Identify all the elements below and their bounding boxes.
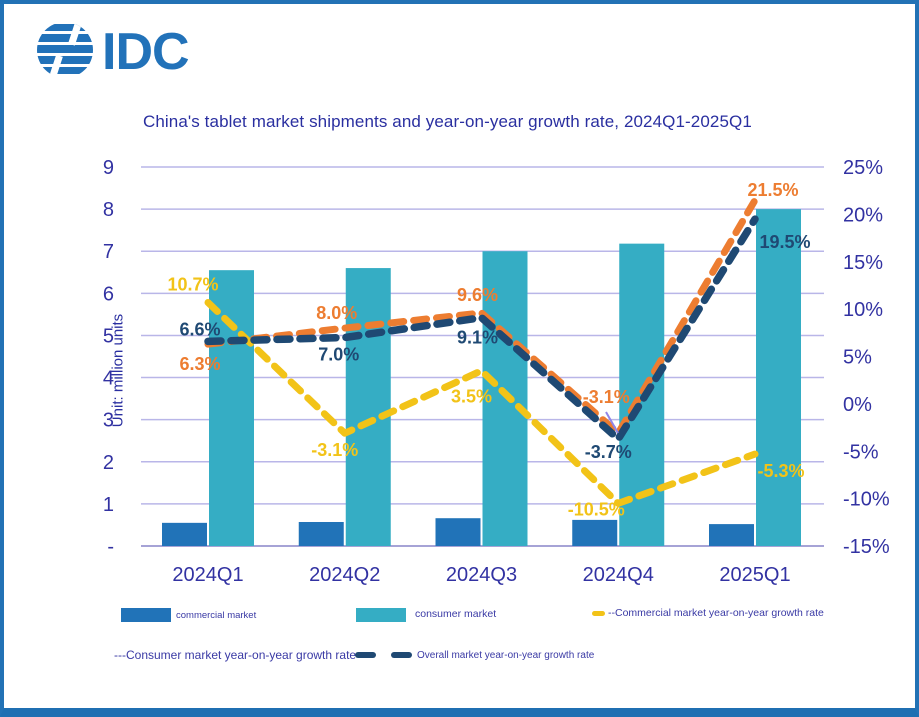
right-axis-tick: 25% xyxy=(843,157,883,179)
idc-logo-text: IDC xyxy=(102,23,189,81)
right-axis-tick: -15% xyxy=(843,536,890,558)
line-consumer-growth xyxy=(204,196,759,437)
left-axis-tick: 8 xyxy=(103,199,114,221)
data-label-consumer-growth-2024Q4: -3.1% xyxy=(583,387,630,407)
right-axis-tick: -10% xyxy=(843,489,890,511)
bar-commercial-2024Q4 xyxy=(572,519,618,546)
data-label-consumer-growth-2024Q2: 8.0% xyxy=(316,303,357,323)
right-axis-tick: 0% xyxy=(843,394,872,416)
bar-commercial-2025Q1 xyxy=(709,524,754,546)
chart-title: China's tablet market shipments and year… xyxy=(143,112,752,131)
x-axis-label-2025Q1: 2025Q1 xyxy=(719,564,790,586)
left-axis-tick: 9 xyxy=(103,157,114,179)
legend-label-consumer-growth: ---Consumer market year-on-year growth r… xyxy=(114,648,357,662)
legend-label-commercial-growth: --Commercial market year-on-year growth … xyxy=(608,607,824,619)
line-overall-growth xyxy=(204,215,759,443)
idc-globe-icon: IDC xyxy=(37,22,190,81)
combo-chart: 10.7% -3.1% 3.5% -10.5% -5.3% 6.3% 8.0% 9.6% -3.… xyxy=(103,157,890,586)
x-axis-label-2024Q4: 2024Q4 xyxy=(583,564,654,586)
data-label-commercial-growth-2024Q1: 10.7% xyxy=(167,274,218,294)
data-label-overall-growth-2024Q4: -3.7% xyxy=(585,442,632,462)
data-label-commercial-growth-2025Q1: -5.3% xyxy=(757,461,804,481)
x-axis-label-2024Q3: 2024Q3 xyxy=(446,564,517,586)
data-label-overall-growth-2025Q1: 19.5% xyxy=(759,232,810,252)
label-leader-line xyxy=(605,411,619,434)
bar-commercial-2024Q2 xyxy=(298,521,344,546)
bar-consumer-2025Q1 xyxy=(756,209,801,546)
data-label-overall-growth-2024Q2: 7.0% xyxy=(318,345,359,365)
left-axis-tick: 7 xyxy=(103,241,114,263)
legend-swatch-consumer-bar xyxy=(356,608,406,622)
left-axis-tick: 5 xyxy=(103,325,114,347)
bar-commercial-2024Q1 xyxy=(162,522,207,546)
right-axis-tick: 15% xyxy=(843,252,883,274)
data-label-consumer-growth-2024Q1: 6.3% xyxy=(179,354,220,374)
right-axis-tick: -5% xyxy=(843,441,879,463)
legend-swatch-overall-growth-line xyxy=(391,652,412,658)
x-axis-label-2024Q2: 2024Q2 xyxy=(309,564,380,586)
left-axis-tick: 1 xyxy=(103,494,114,516)
bar-consumer-2024Q2 xyxy=(345,268,391,546)
legend-swatch-commercial-growth-line xyxy=(592,611,605,616)
bar-consumer-2024Q1 xyxy=(209,270,254,546)
legend-label-consumer-market: consumer market xyxy=(415,608,497,620)
bar-consumer-2024Q3 xyxy=(482,251,528,546)
left-axis-tick: 2 xyxy=(103,452,114,474)
left-axis-tick: 4 xyxy=(103,368,114,390)
left-axis-tick: 3 xyxy=(103,410,114,432)
data-label-overall-growth-2024Q1: 6.6% xyxy=(179,319,220,339)
legend-swatch-consumer-growth-line xyxy=(355,652,376,658)
right-axis-tick: 20% xyxy=(843,204,883,226)
legend-label-commercial-market: commercial market xyxy=(176,610,257,621)
line-commercial-growth xyxy=(204,298,759,507)
data-label-consumer-growth-2024Q3: 9.6% xyxy=(457,285,498,305)
data-label-consumer-growth-2025Q1: 21.5% xyxy=(747,180,798,200)
legend-swatch-commercial-bar xyxy=(121,608,171,622)
left-axis-tick: 6 xyxy=(103,283,114,305)
x-axis-label-2024Q1: 2024Q1 xyxy=(172,564,243,586)
legend-label-overall-growth: Overall market year-on-year growth rate xyxy=(417,650,595,661)
data-label-commercial-growth-2024Q4: -10.5% xyxy=(568,499,625,519)
idc-logo: IDC xyxy=(32,17,222,83)
data-label-overall-growth-2024Q3: 9.1% xyxy=(457,328,498,348)
right-axis-tick: 10% xyxy=(843,299,883,321)
left-axis-tick: - xyxy=(107,536,114,558)
right-axis-tick: 5% xyxy=(843,347,872,369)
bar-commercial-2024Q3 xyxy=(435,518,481,546)
data-label-commercial-growth-2024Q3: 3.5% xyxy=(451,387,492,407)
data-label-commercial-growth-2024Q2: -3.1% xyxy=(311,440,358,460)
